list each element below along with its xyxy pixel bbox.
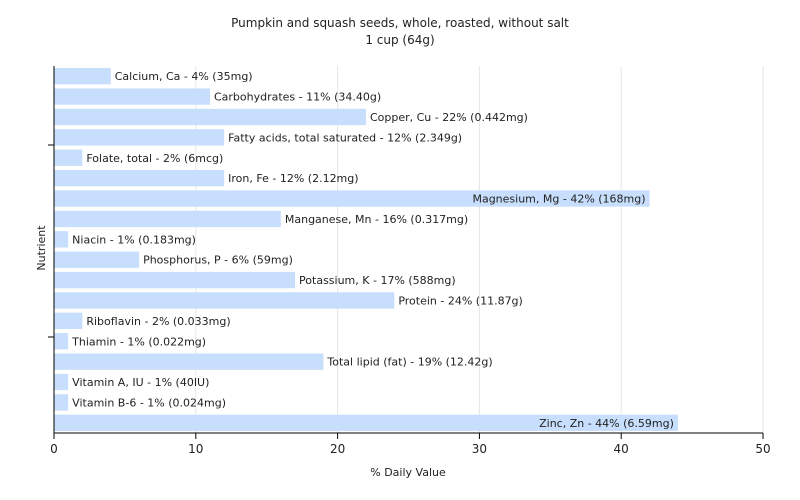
x-tick-label: 30: [472, 442, 487, 456]
bar-label: Calcium, Ca - 4% (35mg): [115, 70, 253, 83]
gridlines: [195, 66, 764, 433]
bar-label: Fatty acids, total saturated - 12% (2.34…: [228, 131, 462, 144]
bar: [54, 149, 83, 166]
bar-label: Vitamin B-6 - 1% (0.024mg): [72, 396, 226, 409]
bar-label: Copper, Cu - 22% (0.442mg): [370, 111, 528, 124]
bar-label: Manganese, Mn - 16% (0.317mg): [285, 213, 468, 226]
chart-subtitle: 1 cup (64g): [365, 33, 434, 47]
chart-title: Pumpkin and squash seeds, whole, roasted…: [231, 16, 569, 30]
axes: 0 10 20 30 40 50: [48, 66, 771, 456]
bars: Calcium, Ca - 4% (35mg) Carbohydrates - 1…: [54, 68, 678, 431]
x-tick-label: 0: [50, 442, 58, 456]
bar: [54, 88, 210, 105]
bar-label: Vitamin A, IU - 1% (40IU): [72, 376, 209, 389]
bar: [54, 231, 69, 248]
bar-label: Total lipid (fat) - 19% (12.42g): [326, 356, 492, 369]
bar-label: Iron, Fe - 12% (2.12mg): [228, 172, 358, 185]
x-tick-label: 20: [330, 442, 345, 456]
bar: [54, 251, 140, 268]
bar: [54, 292, 395, 309]
bar-label: Folate, total - 2% (6mcg): [86, 152, 223, 165]
bar: [54, 373, 69, 391]
x-axis-title: % Daily Value: [370, 466, 446, 479]
bar: [54, 271, 296, 289]
bar-label: Zinc, Zn - 44% (6.59mg): [539, 417, 674, 430]
y-axis-title: Nutrient: [35, 225, 48, 271]
bar: [54, 414, 678, 431]
x-tick-label: 50: [755, 442, 770, 456]
bar: [54, 169, 225, 187]
bar-label: Phosphorus, P - 6% (59mg): [143, 254, 293, 267]
bar: [54, 353, 324, 370]
bar: [54, 312, 83, 330]
bar-label: Potassium, K - 17% (588mg): [299, 274, 456, 287]
bar-label: Carbohydrates - 11% (34.40g): [214, 91, 381, 104]
bar-label: Magnesium, Mg - 42% (168mg): [472, 193, 645, 206]
bar-label: Niacin - 1% (0.183mg): [72, 233, 196, 246]
x-tick-label: 10: [188, 442, 203, 456]
bar: [54, 333, 69, 350]
bar: [54, 129, 225, 146]
bar-label: Riboflavin - 2% (0.033mg): [86, 315, 230, 328]
bar: [54, 68, 111, 85]
bar-label: Thiamin - 1% (0.022mg): [71, 335, 206, 348]
bar: [54, 108, 366, 126]
bar: [54, 394, 69, 411]
x-tick-label: 40: [614, 442, 629, 456]
bar: [54, 210, 281, 228]
bar: [54, 190, 650, 207]
bar-label: Protein - 24% (11.87g): [398, 294, 523, 307]
